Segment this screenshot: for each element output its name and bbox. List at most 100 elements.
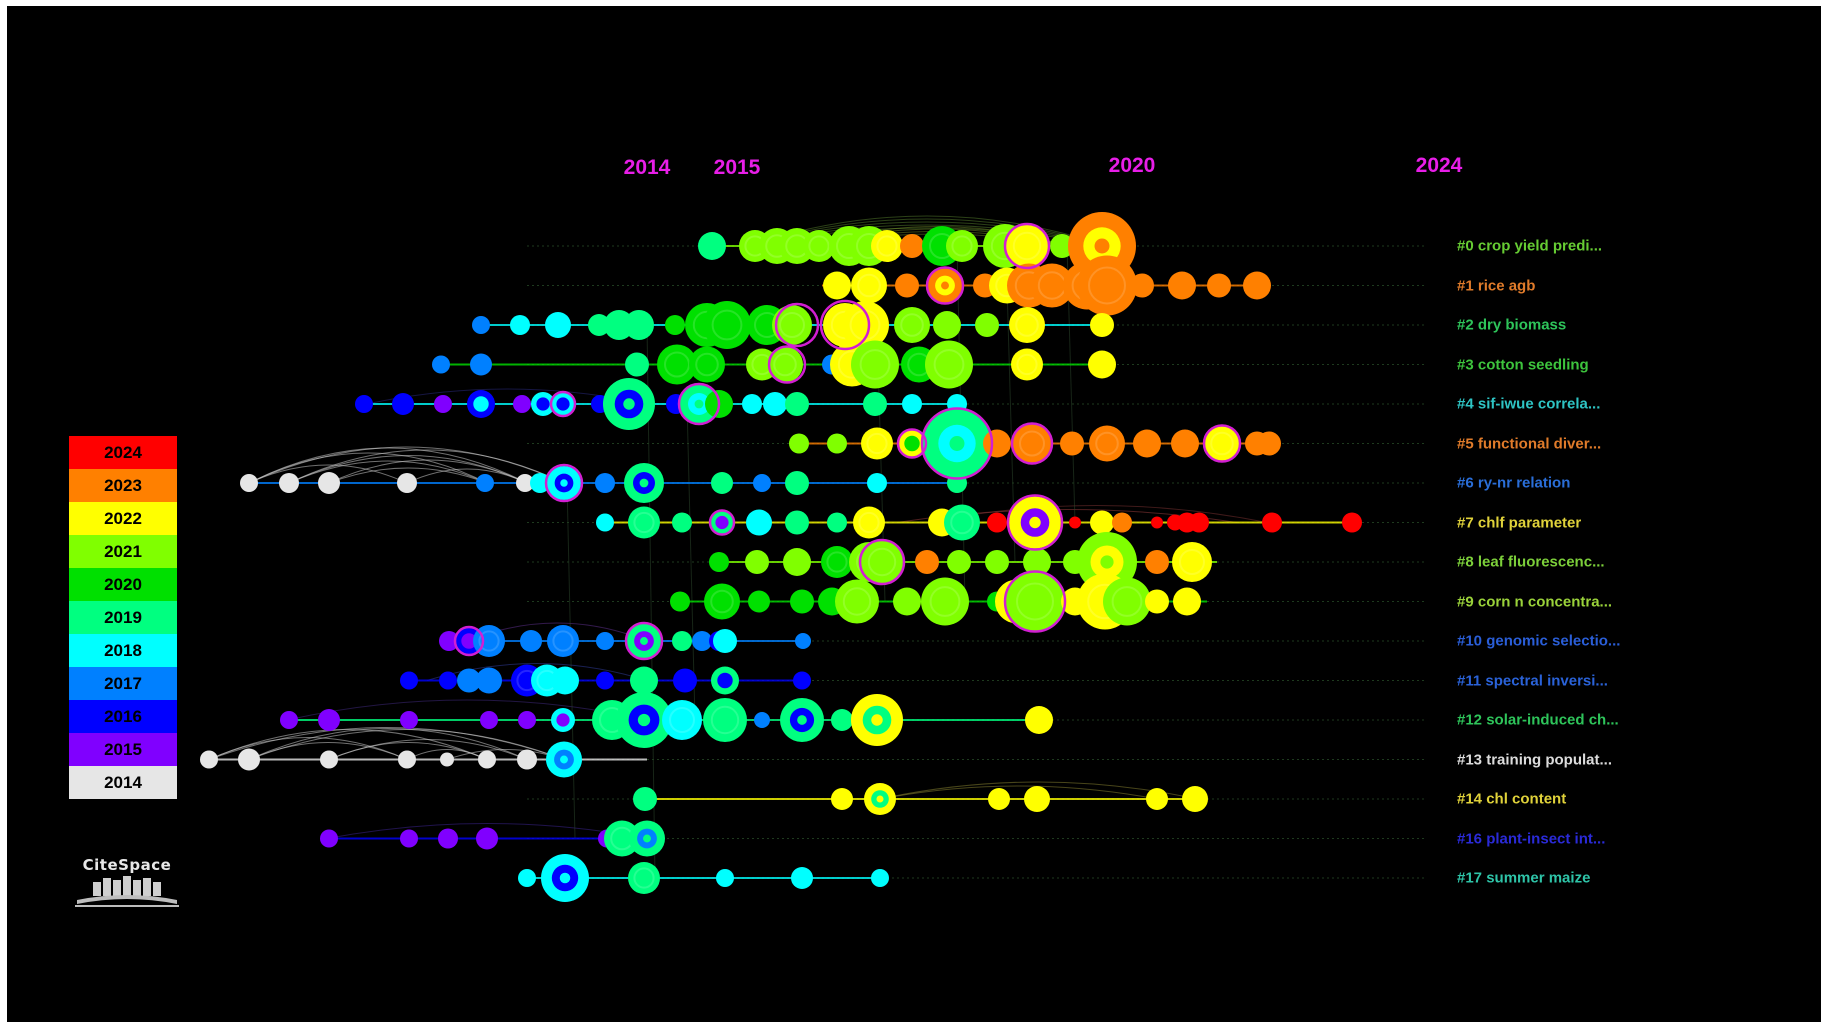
citation-node[interactable] [853, 506, 885, 539]
citation-node[interactable] [531, 392, 555, 416]
citation-node[interactable] [1145, 589, 1169, 614]
citation-node[interactable] [547, 625, 579, 657]
citation-node[interactable] [748, 590, 770, 613]
citation-node[interactable] [754, 712, 770, 728]
citation-node[interactable] [476, 474, 494, 492]
citation-node[interactable] [629, 820, 665, 857]
citation-node[interactable] [710, 510, 734, 535]
citation-node[interactable] [1050, 234, 1074, 258]
citation-node[interactable] [851, 340, 899, 389]
citation-node[interactable] [1130, 273, 1154, 298]
citation-node[interactable] [1168, 271, 1196, 300]
citation-node[interactable] [861, 427, 893, 460]
citation-node[interactable] [439, 631, 459, 651]
citation-node[interactable] [1090, 510, 1114, 535]
citation-node[interactable] [925, 340, 973, 389]
citation-node[interactable] [467, 390, 495, 418]
citation-node[interactable] [546, 741, 582, 778]
citation-node[interactable] [200, 750, 218, 769]
citation-node[interactable] [398, 750, 416, 769]
citation-node[interactable] [783, 548, 811, 576]
citation-node[interactable] [785, 392, 809, 416]
citation-node[interactable] [902, 394, 922, 414]
citation-node[interactable] [713, 629, 737, 653]
citation-node[interactable] [831, 788, 853, 810]
citation-node[interactable] [439, 671, 457, 690]
citation-node[interactable] [510, 315, 530, 335]
citation-node[interactable] [946, 230, 978, 262]
citation-node[interactable] [895, 273, 919, 298]
citation-node[interactable] [1145, 550, 1169, 574]
citation-node[interactable] [1069, 516, 1081, 529]
citation-node[interactable] [400, 671, 418, 690]
citation-node[interactable] [923, 409, 991, 478]
citation-node[interactable] [703, 698, 747, 742]
citation-node[interactable] [432, 355, 450, 374]
citation-node[interactable] [790, 589, 814, 614]
citation-node[interactable] [894, 307, 930, 343]
citation-node[interactable] [392, 393, 414, 415]
citation-node[interactable] [1009, 307, 1045, 343]
citation-node[interactable] [1011, 348, 1043, 381]
citation-node[interactable] [517, 749, 537, 770]
citation-node[interactable] [672, 512, 692, 533]
citation-node[interactable] [604, 820, 640, 857]
citation-node[interactable] [947, 550, 971, 574]
citation-node[interactable] [665, 315, 685, 335]
citation-node[interactable] [596, 513, 614, 532]
citation-node[interactable] [835, 579, 879, 624]
citation-node[interactable] [679, 384, 719, 424]
citation-node[interactable] [551, 708, 575, 732]
citation-node[interactable] [470, 353, 492, 376]
citation-node[interactable] [983, 429, 1011, 458]
citation-node[interactable] [860, 540, 904, 584]
citation-node[interactable] [1243, 271, 1271, 300]
citation-node[interactable] [772, 305, 812, 345]
citation-node[interactable] [516, 474, 534, 492]
citation-node[interactable] [927, 267, 963, 304]
citation-node[interactable] [871, 869, 889, 887]
citation-node[interactable] [280, 711, 298, 729]
citation-node[interactable] [1103, 577, 1151, 626]
citation-node[interactable] [545, 312, 571, 338]
citation-node[interactable] [1012, 423, 1052, 464]
citation-node[interactable] [851, 267, 887, 304]
citation-node[interactable] [988, 788, 1010, 810]
citation-node[interactable] [279, 473, 299, 493]
citation-node[interactable] [763, 392, 787, 416]
citation-node[interactable] [238, 748, 260, 771]
citation-node[interactable] [518, 869, 536, 887]
citation-node[interactable] [975, 313, 999, 337]
citation-node[interactable] [1189, 512, 1209, 533]
citation-node[interactable] [1133, 429, 1161, 458]
citation-node[interactable] [1023, 548, 1051, 576]
citation-node[interactable] [662, 700, 702, 740]
citation-node[interactable] [1204, 425, 1240, 462]
citation-node[interactable] [355, 395, 373, 413]
citation-node[interactable] [240, 474, 258, 492]
citation-node[interactable] [827, 512, 847, 533]
citation-node[interactable] [785, 510, 809, 535]
citation-node[interactable] [767, 346, 803, 383]
citation-node[interactable] [1172, 542, 1212, 582]
citation-node[interactable] [1342, 512, 1362, 533]
citation-node[interactable] [893, 587, 921, 616]
citation-node[interactable] [672, 631, 692, 651]
citation-node[interactable] [320, 750, 338, 769]
citation-node[interactable] [745, 550, 769, 574]
citation-node[interactable] [689, 346, 725, 383]
citation-node[interactable] [670, 591, 690, 612]
citation-node[interactable] [624, 310, 654, 340]
citation-node[interactable] [1173, 587, 1201, 616]
citation-node[interactable] [944, 504, 980, 541]
citation-node[interactable] [596, 632, 614, 650]
citation-node[interactable] [1146, 788, 1168, 810]
citation-node[interactable] [1171, 429, 1199, 458]
citation-node[interactable] [851, 694, 903, 746]
citation-node[interactable] [1005, 224, 1049, 268]
citation-node[interactable] [1089, 425, 1125, 462]
citation-node[interactable] [588, 314, 610, 336]
citation-node[interactable] [624, 463, 664, 503]
citation-node[interactable] [921, 577, 969, 626]
citation-node[interactable] [518, 711, 536, 729]
